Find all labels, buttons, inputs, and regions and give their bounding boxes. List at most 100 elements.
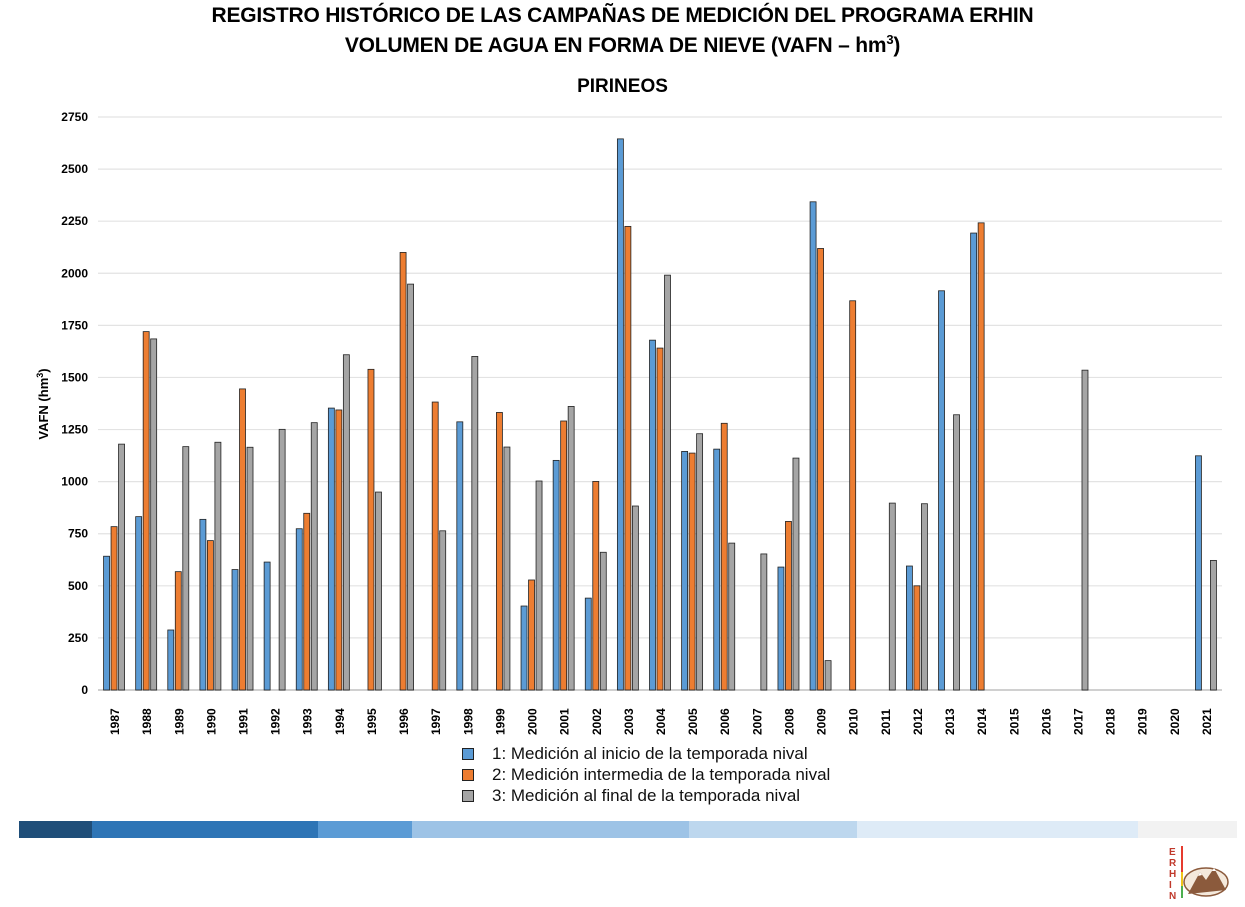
bar-2021-series-1 [1195, 455, 1202, 691]
x-tick-label: 2018 [1104, 708, 1118, 735]
bar-2005-series-1 [681, 451, 689, 691]
legend-label: 2: Medición intermedia de la temporada n… [492, 764, 831, 784]
bar-2010-series-2 [849, 300, 857, 691]
bar-2011-series-3 [888, 502, 896, 691]
bar-2005-series-3 [696, 433, 704, 691]
bar-2014-series-1 [970, 232, 978, 691]
footer-band-segment [318, 821, 412, 838]
bar-1989-series-3 [182, 446, 190, 691]
y-tick-label: 1000 [61, 475, 88, 489]
legend-label: 1: Medición al inicio de la temporada ni… [492, 743, 808, 763]
bar-2004-series-2 [656, 347, 664, 691]
x-tick-label: 1987 [108, 708, 122, 735]
bar-2008-series-2 [785, 521, 792, 691]
bar-2021-series-3 [1210, 559, 1217, 691]
bar-2012-series-2 [913, 585, 921, 691]
bar-2002-series-2 [592, 481, 600, 691]
x-tick-label: 1996 [397, 708, 411, 735]
erhin-logo: ERHIN [1169, 846, 1229, 902]
bar-chart: 0 250 500 750 1000 1250 1500 1750 2000 2250 2500 27… [35, 110, 1222, 735]
bar-1987-series-2 [110, 526, 118, 691]
legend-item-series-2: 2: Medición intermedia de la temporada n… [462, 764, 830, 785]
bar-1989-series-1 [167, 629, 175, 691]
y-axis-label: VAFN (hm3) [35, 368, 51, 439]
x-tick-label: 2002 [590, 708, 604, 735]
bar-1996-series-2 [399, 252, 407, 691]
bar-2000-series-1 [520, 605, 528, 691]
bar-1992-series-1 [263, 561, 271, 691]
bar-1988-series-2 [142, 331, 150, 691]
x-tick-label: 2019 [1136, 708, 1150, 735]
y-tick-label: 750 [68, 527, 88, 541]
bar-1995-series-2 [367, 368, 375, 691]
footer-band-segment [689, 821, 857, 838]
bar-1995-series-3 [375, 491, 382, 691]
bar-1987-series-1 [103, 555, 110, 691]
bar-2002-series-1 [584, 597, 592, 691]
x-tick-label: 2000 [526, 708, 540, 735]
legend: 1: Medición al inicio de la temporada ni… [462, 743, 830, 806]
bar-2009-series-2 [817, 248, 824, 691]
bar-2001-series-3 [567, 406, 575, 691]
y-tick-label: 2750 [61, 110, 88, 124]
y-tick-label: 2500 [61, 162, 88, 176]
bar-1990-series-2 [206, 540, 214, 691]
y-axis-label-sup: 3 [35, 373, 45, 378]
chart-title-line2: VOLUMEN DE AGUA EN FORMA DE NIEVE (VAFN … [0, 32, 1245, 58]
legend-swatch-blue [462, 747, 474, 760]
footer-band-segment [857, 821, 1138, 838]
bar-1990-series-3 [214, 441, 222, 691]
x-tick-label: 2020 [1168, 708, 1182, 735]
bar-2012-series-1 [906, 565, 913, 691]
x-tick-label: 2009 [815, 708, 829, 735]
footer-band-segment [92, 821, 318, 838]
footer-band-segment [19, 821, 92, 838]
bar-1997-series-3 [439, 530, 447, 691]
x-tick-label: 1998 [461, 708, 475, 735]
x-tick-label: 2004 [654, 708, 668, 735]
title-line2-superscript: 3 [886, 32, 894, 47]
x-tick-label: 2003 [622, 708, 636, 735]
bar-1998-series-3 [471, 356, 479, 691]
bar-2002-series-3 [599, 551, 607, 691]
title-line2-main: VOLUMEN DE AGUA EN FORMA DE NIEVE (VAFN … [344, 34, 887, 57]
x-tick-label: 1991 [237, 708, 251, 735]
bar-1993-series-1 [295, 528, 303, 691]
x-tick-label: 2008 [782, 708, 796, 735]
y-axis-label-main: VAFN (hm [36, 378, 51, 440]
y-tick-label: 1500 [61, 370, 88, 384]
bar-2009-series-1 [809, 201, 817, 691]
y-tick-label: 0 [81, 683, 88, 697]
bar-2001-series-1 [552, 459, 560, 691]
y-tick-label: 250 [68, 631, 88, 645]
x-tick-label: 1989 [172, 708, 186, 735]
x-tick-label: 1997 [429, 708, 443, 735]
bar-2008-series-1 [777, 566, 785, 691]
bar-2013-series-3 [953, 414, 960, 691]
x-tick-label: 1999 [493, 708, 507, 735]
bar-1997-series-2 [431, 401, 439, 691]
bar-1993-series-2 [303, 512, 311, 691]
bar-1991-series-1 [231, 569, 239, 691]
bar-2000-series-2 [528, 579, 535, 691]
x-tick-label: 2011 [879, 709, 893, 735]
logo-letter: R [1169, 858, 1177, 869]
x-tick-label: 2016 [1039, 708, 1053, 735]
bar-1990-series-1 [199, 518, 207, 691]
bar-1989-series-2 [174, 571, 182, 691]
x-tick-label: 2012 [911, 708, 925, 735]
bar-1994-series-3 [342, 354, 350, 691]
footer-band-segment [1138, 821, 1237, 838]
logo-letter: E [1169, 847, 1176, 858]
bar-2001-series-2 [560, 420, 568, 691]
bars [103, 138, 1217, 691]
bar-2006-series-1 [713, 448, 721, 691]
bar-2004-series-3 [664, 274, 671, 691]
x-tick-label: 2007 [750, 708, 764, 735]
x-tick-label: 2021 [1200, 708, 1214, 735]
logo-letter: N [1169, 891, 1176, 902]
x-tick-label: 2005 [686, 708, 700, 735]
x-tick-label: 2013 [943, 708, 957, 735]
bar-2006-series-3 [728, 542, 736, 691]
chart-subtitle: PIRINEOS [577, 76, 668, 97]
